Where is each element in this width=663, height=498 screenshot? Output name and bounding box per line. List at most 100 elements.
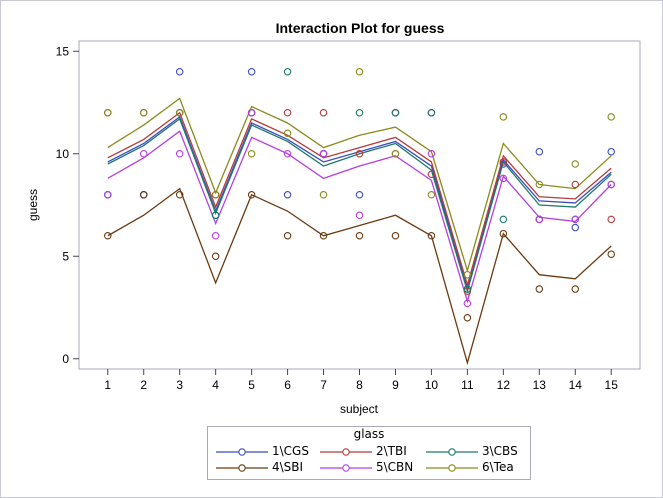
data-point-5cbn <box>427 150 436 158</box>
data-point-6tea <box>211 191 220 199</box>
data-point-5cbn <box>247 109 256 117</box>
data-point-3cbs <box>499 215 508 224</box>
data-point-5cbn <box>175 150 184 158</box>
data-point-6tea <box>607 113 615 121</box>
legend-swatch <box>320 464 372 472</box>
legend-item: 1\CGS <box>214 444 318 459</box>
data-point-5cbn <box>535 215 544 224</box>
data-point-1cgs <box>571 223 580 232</box>
y-tick-label: 15 <box>56 44 70 58</box>
series-line-3cbs <box>107 117 612 294</box>
data-point-4sbi <box>283 232 292 240</box>
legend-label: 3\CBS <box>482 444 518 458</box>
data-point-3cbs <box>427 109 436 117</box>
legend-item: 2\TBI <box>318 444 422 459</box>
data-point-5cbn <box>607 180 615 189</box>
data-point-1cgs <box>499 160 508 168</box>
data-point-2tbi <box>571 180 580 189</box>
legend-label: 4\SBI <box>272 460 304 474</box>
data-point-4sbi <box>319 232 328 240</box>
data-point-4sbi <box>104 232 112 240</box>
data-point-4sbi <box>607 250 615 258</box>
data-point-6tea <box>571 160 580 168</box>
data-point-6tea <box>319 191 328 199</box>
y-axis-label: guess <box>26 189 40 221</box>
x-tick-label: 8 <box>356 378 363 392</box>
data-point-4sbi <box>391 232 400 240</box>
data-point-5cbn <box>463 299 472 308</box>
data-point-4sbi <box>535 285 544 293</box>
x-tick-label: 11 <box>461 378 474 392</box>
data-point-4sbi <box>247 191 256 199</box>
legend-item: 3\CBS <box>424 444 528 459</box>
fitted-lines <box>107 97 612 366</box>
series-line-4sbi <box>107 187 612 366</box>
plot-area <box>78 40 641 370</box>
legend: glass 1\CGS 2\TBI 3\CBS 4\SBI 5\CBN 6\Tea <box>207 426 531 480</box>
data-point-1cgs <box>355 191 364 199</box>
x-tick-label: 13 <box>533 378 547 392</box>
data-point-6tea <box>283 129 292 138</box>
legend-swatch <box>426 464 478 472</box>
x-tick-label: 2 <box>140 378 147 392</box>
data-point-2tbi <box>355 150 364 158</box>
x-tick-label: 1 <box>104 378 111 392</box>
x-tick-label: 7 <box>320 378 327 392</box>
data-point-3cbs <box>355 109 364 117</box>
data-point-6tea <box>427 191 436 199</box>
data-point-5cbn <box>283 150 292 158</box>
data-point-1cgs <box>247 68 256 76</box>
data-point-2tbi <box>499 158 508 166</box>
observed-markers <box>104 68 615 322</box>
x-tick-label: 3 <box>176 378 183 392</box>
data-point-6tea <box>175 109 184 117</box>
y-axis: 0 5 10 15 <box>56 44 79 366</box>
data-point-5cbn <box>571 215 580 224</box>
data-point-4sbi <box>499 229 508 238</box>
legend-swatch <box>216 448 268 456</box>
data-point-3cbs <box>211 211 220 220</box>
x-tick-label: 15 <box>605 378 619 392</box>
x-axis: 1 2 3 4 5 6 7 8 9 10 11 12 13 14 15 <box>104 369 618 392</box>
data-point-5cbn <box>211 232 220 240</box>
legend-swatch <box>320 448 372 456</box>
data-point-4sbi <box>355 232 364 240</box>
x-tick-label: 14 <box>569 378 583 392</box>
data-point-6tea <box>499 113 508 121</box>
legend-item: 4\SBI <box>214 460 318 475</box>
data-point-1cgs <box>535 147 544 156</box>
legend-label: 5\CBN <box>376 460 414 474</box>
legend-label: 1\CGS <box>272 444 309 458</box>
data-point-6tea <box>104 109 112 117</box>
legend-swatch <box>216 464 268 472</box>
series-line-2tbi <box>107 111 612 288</box>
y-tick-label: 5 <box>62 249 69 263</box>
data-point-5cbn <box>319 150 328 158</box>
x-tick-label: 10 <box>425 378 439 392</box>
series-line-1cgs <box>107 115 612 292</box>
chart-title: Interaction Plot for guess <box>276 20 445 36</box>
data-point-2tbi <box>283 109 292 117</box>
data-point-4sbi <box>571 285 580 293</box>
data-point-6tea <box>355 68 364 76</box>
data-point-4sbi <box>139 191 148 199</box>
data-point-6tea <box>463 270 472 279</box>
data-point-5cbn <box>499 174 508 183</box>
x-tick-label: 5 <box>248 378 255 392</box>
data-point-4sbi <box>175 191 184 199</box>
legend-item: 6\Tea <box>424 460 528 475</box>
data-point-6tea <box>247 150 256 158</box>
legend-label: 2\TBI <box>376 444 407 458</box>
data-point-6tea <box>391 150 400 158</box>
data-point-3cbs <box>283 68 292 76</box>
series-line-5cbn <box>107 130 612 304</box>
data-point-2tbi <box>427 170 436 179</box>
data-point-1cgs <box>607 147 615 156</box>
legend-title: glass <box>353 427 385 441</box>
data-point-2tbi <box>463 287 472 295</box>
data-point-1cgs <box>283 191 292 199</box>
x-tick-label: 6 <box>284 378 291 392</box>
x-tick-label: 12 <box>497 378 511 392</box>
data-point-5cbn <box>355 211 364 220</box>
